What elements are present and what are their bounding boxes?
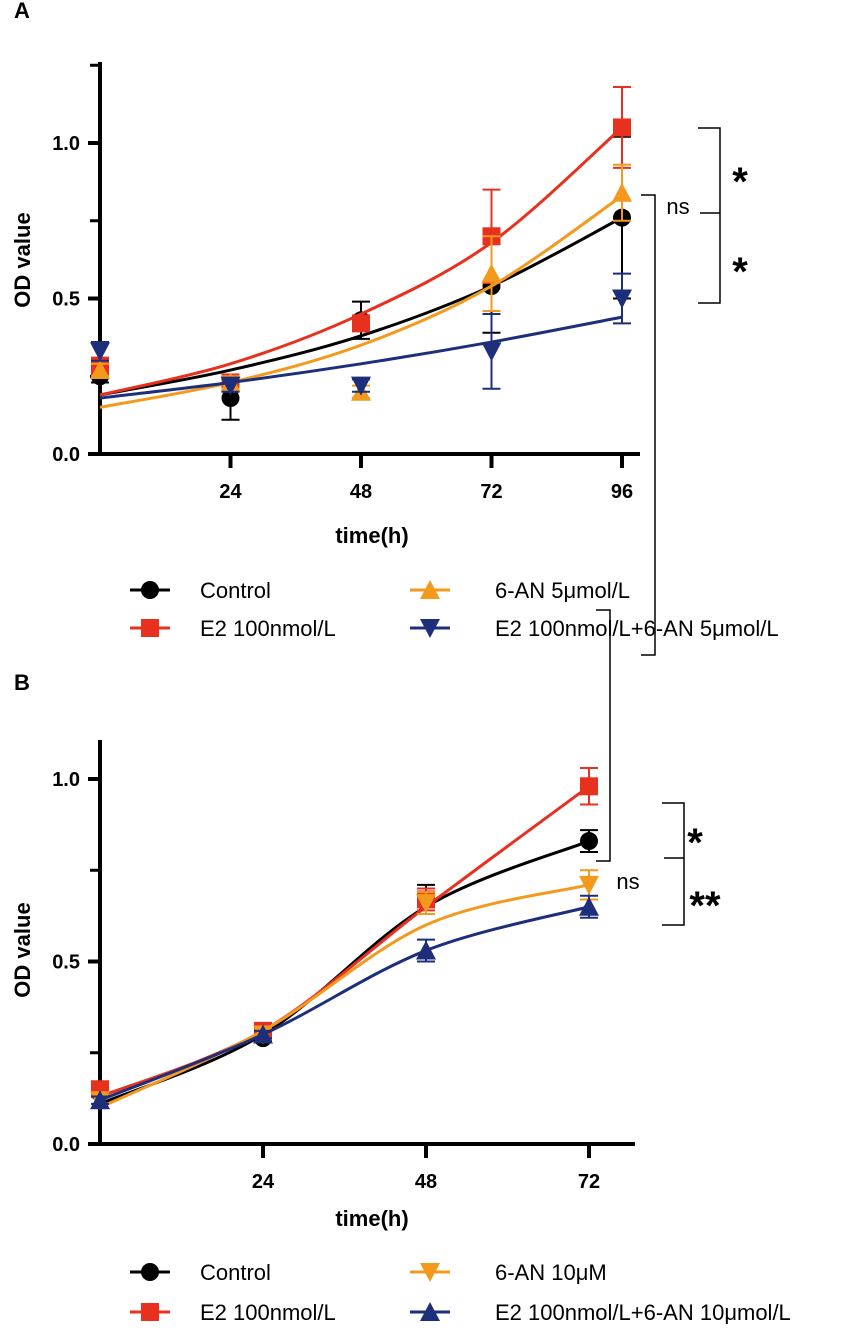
data-point	[481, 342, 502, 362]
data-point	[580, 777, 598, 796]
significance-label-1: *	[687, 821, 703, 865]
ns-bracket	[641, 194, 656, 656]
legend-label: 6-AN 10μM	[495, 1260, 607, 1285]
x-axis-label: time(h)	[335, 523, 408, 548]
data-point	[221, 389, 240, 408]
legend-marker	[141, 581, 159, 599]
data-point	[90, 342, 110, 362]
legend-label: Control	[200, 578, 271, 603]
significance-label-2: *	[732, 250, 748, 294]
legend-marker	[141, 1303, 159, 1321]
data-point	[90, 360, 110, 380]
x-tick-label: 48	[415, 1171, 437, 1193]
data-point	[351, 376, 371, 396]
legend-label: E2 100nmol/L	[200, 1300, 336, 1325]
x-tick-label: 48	[350, 481, 372, 503]
x-tick-label: 72	[578, 1171, 600, 1193]
fit-curve	[99, 785, 590, 1098]
x-tick-label: 24	[219, 481, 242, 503]
y-tick-label: 1.0	[52, 769, 80, 791]
data-point	[579, 896, 599, 916]
data-point	[220, 376, 241, 396]
data-point	[613, 118, 631, 137]
series-2	[90, 163, 632, 409]
y-tick-label: 0.5	[52, 289, 80, 311]
ns-label: ns	[616, 869, 639, 894]
legend-marker	[141, 619, 159, 637]
legend-label: 6-AN 5μmol/L	[495, 578, 630, 603]
ns-bracket	[596, 609, 611, 862]
data-point	[612, 182, 632, 202]
data-point	[579, 875, 599, 895]
series-1	[91, 86, 631, 397]
data-point	[352, 314, 370, 333]
legend-marker	[420, 619, 440, 638]
legend-label: Control	[200, 1260, 271, 1285]
significance-label-1: *	[732, 160, 748, 204]
fit-curve	[99, 126, 623, 397]
fit-curve	[99, 315, 623, 400]
x-tick-label: 96	[611, 481, 633, 503]
x-tick-label: 72	[480, 481, 502, 503]
y-axis-label: OD value	[10, 902, 35, 997]
ns-label: ns	[666, 194, 689, 219]
panel-B: B 0.0 0.5 1.0 24 48 72 time(h) OD value Control E2…	[10, 609, 791, 1325]
significance-bracket	[698, 127, 721, 304]
legend-marker	[141, 1263, 159, 1281]
fit-curve	[99, 194, 623, 409]
y-tick-label: 0.0	[52, 444, 80, 466]
significance-label-2: **	[689, 884, 721, 928]
legend-label: E2 100nmol/L	[200, 616, 336, 641]
y-axis-label: OD value	[10, 212, 35, 307]
series-0	[91, 829, 598, 1106]
panel-label: B	[14, 670, 30, 695]
legend-label: E2 100nmol/L+6-AN 10μmol/L	[495, 1300, 791, 1325]
legend-marker	[420, 1263, 440, 1282]
legend-marker	[420, 580, 440, 599]
fit-curve	[99, 905, 590, 1102]
panel-label: A	[14, 0, 30, 23]
data-point	[253, 1024, 273, 1044]
data-point	[90, 1090, 110, 1110]
y-tick-label: 0.0	[52, 1134, 80, 1156]
series-3	[90, 272, 632, 400]
series-3	[90, 894, 599, 1110]
legend-marker	[420, 1302, 440, 1321]
fit-curve	[99, 883, 590, 1109]
panel-A: A 0.0 0.5 1.0 24 48 72 96 time(h) OD value Control…	[10, 0, 779, 656]
data-point	[416, 894, 436, 914]
series-1	[91, 767, 598, 1099]
x-axis-label: time(h)	[335, 1206, 408, 1231]
y-tick-label: 0.5	[52, 952, 80, 974]
y-tick-label: 1.0	[52, 133, 80, 155]
legend-label: E2 100nmol/L+6-AN 5μmol/L	[495, 616, 779, 641]
significance-bracket	[662, 802, 685, 926]
data-point	[481, 263, 502, 283]
data-point	[580, 832, 598, 851]
x-tick-label: 24	[252, 1171, 275, 1193]
data-point	[416, 940, 436, 960]
data-point	[612, 289, 632, 309]
